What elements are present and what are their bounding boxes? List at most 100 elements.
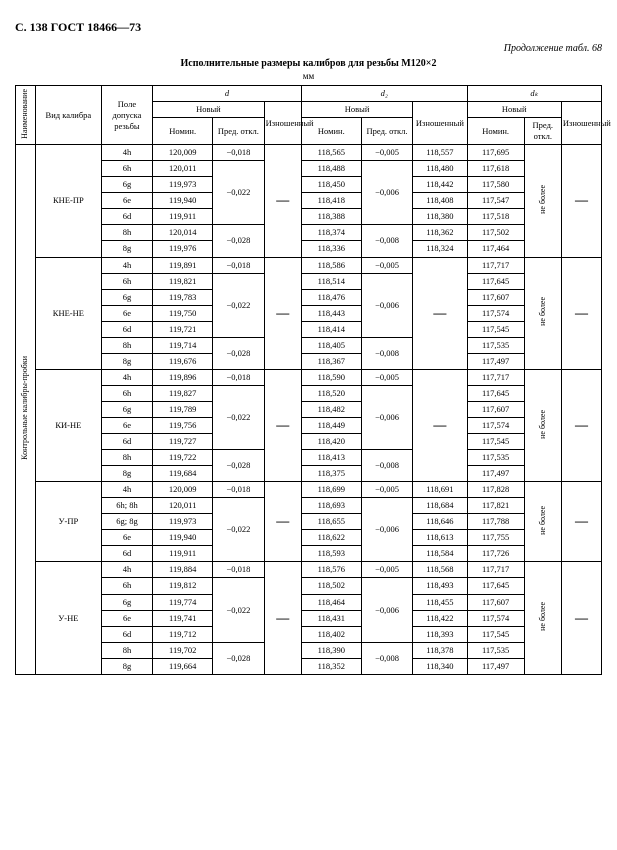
- d2-worn: —: [413, 257, 467, 369]
- d2-worn: 118,613: [413, 530, 467, 546]
- dk-dev: не более: [524, 257, 561, 369]
- d2-nom: 118,443: [301, 305, 361, 321]
- table-row: 6e119,940118,418118,408117,547: [16, 193, 602, 209]
- dk-nom: 117,618: [467, 161, 524, 177]
- d2-dev: −0,005: [361, 369, 412, 385]
- table-row: 6h120,011−0,022118,488−0,006118,480117,6…: [16, 161, 602, 177]
- d2-dev: −0,006: [361, 273, 412, 337]
- field-cell: 4h: [101, 482, 152, 498]
- field-cell: 6g: [101, 594, 152, 610]
- table-row: 8g119,664118,352118,340117,497: [16, 658, 602, 674]
- d2-dev: −0,006: [361, 161, 412, 225]
- col-dk-dev: Пред. откл.: [524, 118, 561, 145]
- dk-nom: 117,726: [467, 546, 524, 562]
- d-nom: 119,783: [153, 289, 213, 305]
- dk-nom: 117,535: [467, 337, 524, 353]
- d2-dev: −0,008: [361, 450, 412, 482]
- d-worn: —: [264, 257, 301, 369]
- table-row: У-НЕ4h119,884−0,018—118,576−0,005118,568…: [16, 562, 602, 578]
- gauge-table: Наименование Вид калибра Поле допуска ре…: [15, 85, 602, 675]
- table-row: 6e119,741118,431118,422117,574: [16, 610, 602, 626]
- dk-nom: 117,535: [467, 450, 524, 466]
- gauge-name: КНЕ-НЕ: [36, 257, 102, 369]
- field-cell: 4h: [101, 369, 152, 385]
- d2-nom: 118,593: [301, 546, 361, 562]
- dk-nom: 117,717: [467, 562, 524, 578]
- d2-worn: 118,408: [413, 193, 467, 209]
- d-dev: −0,022: [213, 161, 264, 225]
- field-cell: 8h: [101, 642, 152, 658]
- d2-nom: 118,622: [301, 530, 361, 546]
- dk-dev: не более: [524, 482, 561, 562]
- d-dev: −0,028: [213, 337, 264, 369]
- d2-nom: 118,413: [301, 450, 361, 466]
- d2-worn: 118,324: [413, 241, 467, 257]
- d2-nom: 118,464: [301, 594, 361, 610]
- field-cell: 6d: [101, 626, 152, 642]
- d-nom: 119,940: [153, 193, 213, 209]
- table-row: КНЕ-НЕ4h119,891−0,018—118,586−0,005—117,…: [16, 257, 602, 273]
- field-cell: 6e: [101, 417, 152, 433]
- d-worn: —: [264, 369, 301, 481]
- field-cell: 6g: [101, 177, 152, 193]
- table-row: 6e119,750118,443117,574: [16, 305, 602, 321]
- d-dev: −0,022: [213, 385, 264, 449]
- table-head: Наименование Вид калибра Поле допуска ре…: [16, 86, 602, 145]
- d2-worn: 118,646: [413, 514, 467, 530]
- d-nom: 119,702: [153, 642, 213, 658]
- table-row: 8h120,014−0,028118,374−0,008118,362117,5…: [16, 225, 602, 241]
- d-dev: −0,028: [213, 225, 264, 257]
- d2-nom: 118,488: [301, 161, 361, 177]
- d2-dev: −0,006: [361, 578, 412, 642]
- d-nom: 119,722: [153, 450, 213, 466]
- d-nom: 119,896: [153, 369, 213, 385]
- dk-worn: —: [561, 369, 601, 481]
- d2-nom: 118,414: [301, 321, 361, 337]
- dk-nom: 117,502: [467, 225, 524, 241]
- group-vert-label: Контрольные калибры-пробки: [20, 356, 30, 460]
- d2-worn: —: [413, 369, 467, 481]
- d-nom: 120,011: [153, 161, 213, 177]
- d-nom: 119,664: [153, 658, 213, 674]
- col-field: Поле допуска резьбы: [101, 86, 152, 145]
- col-d: d: [225, 88, 229, 98]
- table-row: 6h119,827−0,022118,520−0,006117,645: [16, 385, 602, 401]
- d-nom: 119,721: [153, 321, 213, 337]
- table-row: 8h119,702−0,028118,390−0,008118,378117,5…: [16, 642, 602, 658]
- d2-dev: −0,008: [361, 642, 412, 674]
- field-cell: 8g: [101, 466, 152, 482]
- table-title: Исполнительные размеры калибров для резь…: [15, 58, 602, 69]
- d2-nom: 118,374: [301, 225, 361, 241]
- d2-worn: 118,455: [413, 594, 467, 610]
- d2-worn: 118,340: [413, 658, 467, 674]
- d-nom: 120,009: [153, 145, 213, 161]
- dk-nom: 117,645: [467, 578, 524, 594]
- dk-nom: 117,497: [467, 466, 524, 482]
- d2-nom: 118,420: [301, 434, 361, 450]
- table-row: 6d119,911118,593118,584117,726: [16, 546, 602, 562]
- d-nom: 119,891: [153, 257, 213, 273]
- table-row: 6d119,721118,414117,545: [16, 321, 602, 337]
- table-row: КИ-НЕ4h119,896−0,018—118,590−0,005—117,7…: [16, 369, 602, 385]
- dk-nom: 117,464: [467, 241, 524, 257]
- d-nom: 119,973: [153, 514, 213, 530]
- d2-worn: 118,393: [413, 626, 467, 642]
- d2-worn: 118,380: [413, 209, 467, 225]
- dk-worn: —: [561, 145, 601, 257]
- dk-nom: 117,535: [467, 642, 524, 658]
- dk-nom: 117,607: [467, 289, 524, 305]
- dk-nom: 117,545: [467, 626, 524, 642]
- dk-nom: 117,545: [467, 321, 524, 337]
- d-nom: 119,756: [153, 417, 213, 433]
- d2-worn: 118,442: [413, 177, 467, 193]
- field-cell: 4h: [101, 257, 152, 273]
- d-worn: —: [264, 145, 301, 257]
- field-cell: 6h: [101, 578, 152, 594]
- dk-nom: 117,497: [467, 658, 524, 674]
- d2-worn: 118,568: [413, 562, 467, 578]
- d2-dev: −0,005: [361, 145, 412, 161]
- field-cell: 6h: [101, 273, 152, 289]
- d2-nom: 118,336: [301, 241, 361, 257]
- table-row: 6d119,911118,388118,380117,518: [16, 209, 602, 225]
- d-dev: −0,028: [213, 642, 264, 674]
